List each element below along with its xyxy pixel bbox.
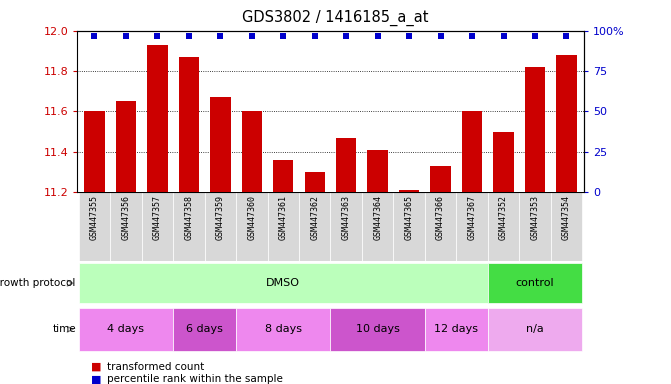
Point (467, 33, 478, 39)
Bar (551, 192, 582, 261)
Bar (268, 192, 299, 261)
Text: GSM447360: GSM447360 (248, 195, 256, 240)
Bar (556, 55, 576, 192)
Bar (242, 111, 262, 192)
Bar (430, 166, 451, 192)
Bar (456, 192, 488, 261)
Bar (493, 131, 514, 192)
Point (183, 33, 194, 39)
Text: GSM447363: GSM447363 (342, 195, 351, 240)
Bar (393, 192, 425, 261)
Point (152, 33, 163, 39)
Bar (299, 192, 330, 261)
Text: GSM447361: GSM447361 (278, 195, 288, 240)
Text: 10 days: 10 days (356, 324, 400, 334)
Text: percentile rank within the sample: percentile rank within the sample (107, 374, 283, 384)
Text: control: control (516, 278, 554, 288)
Text: GSM447358: GSM447358 (185, 195, 193, 240)
Bar (519, 192, 551, 261)
Point (278, 33, 289, 39)
Bar (336, 137, 356, 192)
Text: time: time (52, 324, 76, 334)
Text: GSM447362: GSM447362 (310, 195, 319, 240)
Point (246, 33, 257, 39)
Point (121, 33, 132, 39)
Text: GSM447364: GSM447364 (373, 195, 382, 240)
Bar (142, 192, 173, 261)
Text: ■: ■ (91, 362, 101, 372)
Text: DMSO: DMSO (266, 278, 300, 288)
Bar (173, 192, 205, 261)
Bar (236, 192, 268, 261)
Bar (173, 308, 236, 351)
Point (529, 33, 540, 39)
Text: 8 days: 8 days (265, 324, 302, 334)
Bar (273, 160, 293, 192)
Text: transformed count: transformed count (107, 362, 205, 372)
Bar (525, 67, 546, 192)
Bar (115, 101, 136, 192)
Text: GDS3802 / 1416185_a_at: GDS3802 / 1416185_a_at (242, 10, 429, 26)
Bar (210, 97, 231, 192)
Text: GSM447356: GSM447356 (121, 195, 130, 240)
Bar (178, 57, 199, 192)
Bar (330, 308, 425, 351)
Point (404, 33, 415, 39)
Bar (362, 192, 393, 261)
Bar (236, 308, 330, 351)
Point (215, 33, 225, 39)
Text: 4 days: 4 days (107, 324, 144, 334)
Point (89, 33, 100, 39)
Point (341, 33, 352, 39)
Text: GSM447366: GSM447366 (436, 195, 445, 240)
Text: n/a: n/a (526, 324, 544, 334)
Point (372, 33, 383, 39)
Text: GSM447354: GSM447354 (562, 195, 571, 240)
Bar (488, 263, 582, 303)
Text: GSM447353: GSM447353 (531, 195, 539, 240)
Point (561, 33, 572, 39)
Bar (488, 192, 519, 261)
Bar (368, 150, 388, 192)
Text: GSM447357: GSM447357 (153, 195, 162, 240)
Bar (462, 111, 482, 192)
Text: GSM447359: GSM447359 (216, 195, 225, 240)
Text: growth protocol: growth protocol (0, 278, 76, 288)
Bar (79, 308, 173, 351)
Text: ■: ■ (91, 374, 101, 384)
Text: GSM447355: GSM447355 (90, 195, 99, 240)
Bar (488, 308, 582, 351)
Text: GSM447365: GSM447365 (405, 195, 413, 240)
Bar (85, 111, 105, 192)
Bar (305, 172, 325, 192)
Text: GSM447352: GSM447352 (499, 195, 508, 240)
Point (309, 33, 320, 39)
Bar (110, 192, 142, 261)
Point (498, 33, 509, 39)
Text: GSM447367: GSM447367 (468, 195, 476, 240)
Bar (399, 190, 419, 192)
Text: 6 days: 6 days (186, 324, 223, 334)
Bar (330, 192, 362, 261)
Bar (79, 263, 488, 303)
Point (435, 33, 446, 39)
Bar (79, 192, 110, 261)
Bar (425, 308, 488, 351)
Bar (205, 192, 236, 261)
Text: 12 days: 12 days (434, 324, 478, 334)
Bar (147, 45, 168, 192)
Bar (425, 192, 456, 261)
